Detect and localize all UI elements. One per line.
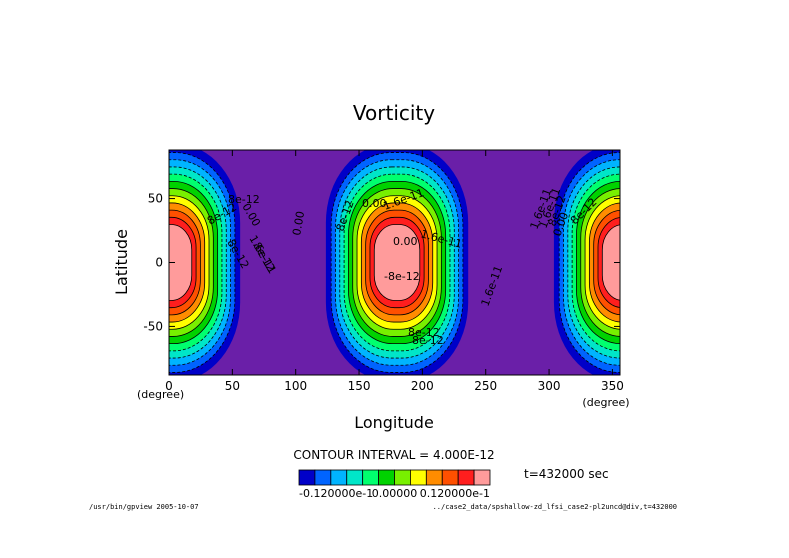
colorbar-swatch [346, 469, 364, 486]
contour-line [169, 216, 197, 309]
y-tick-label: 50 [148, 192, 163, 206]
colorbar-swatch [457, 469, 475, 486]
x-unit-right: (degree) [582, 396, 629, 409]
x-axis-label: Longitude [354, 413, 434, 432]
contour-line [348, 180, 447, 345]
x-axis: 0 50 100 150 200 250 300 350 [165, 150, 624, 393]
x-tick-label: 150 [348, 379, 371, 393]
x-tick-label: 200 [411, 379, 434, 393]
colorbar-swatch [330, 469, 348, 486]
contour-line [330, 152, 464, 373]
colorbar-swatch [394, 469, 411, 486]
contour-line [169, 224, 193, 301]
contour-line [169, 195, 210, 330]
colorbar [298, 469, 491, 486]
contour-line [584, 195, 620, 330]
colorbar-swatch [410, 469, 427, 486]
contour-label: -8e-12 [384, 270, 420, 283]
contour-line [593, 209, 620, 316]
colorbar-swatch [362, 469, 379, 486]
time-label: t=432000 sec [524, 467, 609, 481]
contour-line [588, 202, 620, 323]
contour-band [374, 224, 420, 301]
x-unit-left: (degree) [137, 388, 184, 401]
footer-right: ../case2_data/spshallow-zd_lfsi_case2-pl… [433, 503, 677, 511]
colorbar-label: 0.00000 [372, 487, 418, 500]
colorbar-label: -0.120000e-1 [299, 487, 373, 500]
contour-line [576, 180, 620, 345]
footer-left: /usr/bin/gpview 2005-10-07 [89, 503, 199, 511]
colorbar-label: 0.120000e-1 [420, 487, 490, 500]
contour-label: 0.00 [393, 235, 418, 248]
contour-label: 8e-12 [228, 193, 260, 206]
contour-line [365, 209, 429, 316]
colorbar-swatch [314, 469, 332, 486]
contour-line [169, 188, 214, 337]
contour-interval-text: CONTOUR INTERVAL = 4.000E-12 [293, 448, 494, 462]
chart-title: Vorticity [353, 101, 435, 125]
contour-line [356, 195, 438, 330]
y-tick-label: -50 [143, 319, 163, 333]
contour-line [597, 217, 620, 308]
contour-lines [169, 152, 620, 373]
colorbar-swatch [425, 469, 443, 486]
y-axis: 50 0 -50 [143, 192, 620, 333]
contour-fills [169, 150, 620, 375]
colorbar-swatch [473, 469, 491, 486]
colorbar-swatch [378, 469, 395, 486]
y-tick-label: 0 [155, 256, 163, 270]
x-tick-label: 50 [225, 379, 240, 393]
contour-line [169, 202, 206, 323]
contour-line [360, 202, 434, 323]
contour-line [339, 166, 455, 359]
contour-line [580, 188, 620, 337]
colorbar-swatch [441, 469, 459, 486]
contour-label: 0.00 [290, 210, 307, 236]
x-tick-label: 250 [474, 379, 497, 393]
y-axis-label: Latitude [112, 229, 131, 295]
colorbar-labels: -0.120000e-10.00000 0.120000e-1 [299, 487, 490, 500]
contour-label: 8e-12 [408, 326, 440, 339]
x-tick-label: 350 [601, 379, 624, 393]
contour-label: 8e-12 [412, 334, 444, 347]
contour-line [571, 173, 620, 352]
contour-band [602, 224, 620, 301]
contour-line [601, 224, 620, 301]
x-tick-label: 300 [538, 379, 561, 393]
x-tick-label: 100 [284, 379, 307, 393]
colorbar-swatch [298, 469, 316, 486]
x-tick-label: 0 [165, 379, 173, 393]
contour-line [373, 224, 421, 301]
contour-label: 0.00 [362, 197, 387, 210]
contour-line [343, 173, 451, 352]
contour-line [335, 159, 459, 366]
contour-line [352, 188, 442, 337]
contour-band [169, 224, 192, 301]
contour-line [369, 216, 425, 309]
